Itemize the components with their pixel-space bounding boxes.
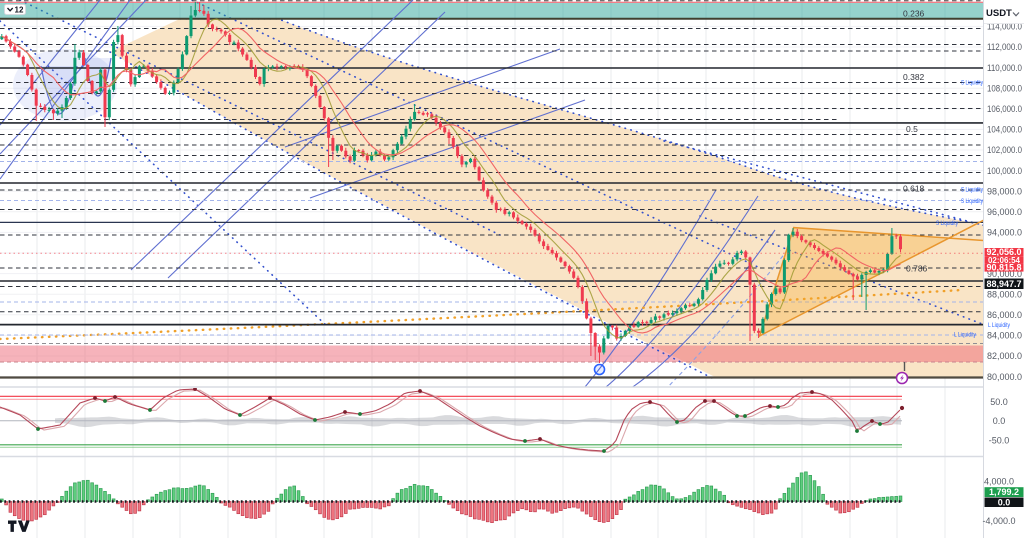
svg-text:0.618: 0.618 (903, 183, 925, 193)
svg-text:104,000.0: 104,000.0 (987, 125, 1022, 135)
svg-text:S Liquidity: S Liquidity (961, 188, 983, 194)
svg-text:96,000.0: 96,000.0 (987, 207, 1022, 217)
svg-text:88,947.7: 88,947.7 (986, 279, 1021, 289)
svg-text:88,000.0: 88,000.0 (987, 289, 1022, 299)
svg-text:102,000.0: 102,000.0 (987, 145, 1022, 155)
svg-text:0.236: 0.236 (903, 9, 925, 19)
svg-text:86,000.0: 86,000.0 (987, 310, 1022, 320)
svg-text:84,000.0: 84,000.0 (987, 331, 1022, 341)
svg-text:0.5: 0.5 (906, 124, 918, 134)
svg-text:12: 12 (15, 6, 24, 15)
svg-text:100,000.0: 100,000.0 (987, 166, 1022, 176)
svg-text:0.382: 0.382 (903, 72, 925, 82)
svg-text:106,000.0: 106,000.0 (987, 104, 1022, 114)
svg-text:4,000.0: 4,000.0 (984, 476, 1014, 486)
svg-text:98,000.0: 98,000.0 (987, 186, 1022, 196)
svg-text:112,000.0: 112,000.0 (987, 42, 1022, 52)
svg-text:94,000.0: 94,000.0 (987, 228, 1022, 238)
svg-text:-50.0: -50.0 (989, 435, 1010, 445)
svg-text:-4,000.0: -4,000.0 (982, 516, 1015, 526)
svg-text:82,000.0: 82,000.0 (987, 351, 1022, 361)
svg-text:L Liquidity: L Liquidity (988, 323, 1010, 329)
svg-text:50.0: 50.0 (990, 397, 1008, 407)
svg-text:80,000.0: 80,000.0 (987, 372, 1022, 382)
svg-text:0.786: 0.786 (906, 264, 928, 274)
svg-text:S Liquidity: S Liquidity (936, 221, 958, 227)
svg-text:0.0: 0.0 (998, 497, 1011, 507)
svg-text:1,799.2: 1,799.2 (989, 487, 1019, 497)
svg-text:S Liquidity: S Liquidity (961, 81, 983, 87)
svg-text:L Liquidity: L Liquidity (954, 333, 976, 339)
svg-text:0.0: 0.0 (993, 416, 1006, 426)
svg-text:USDT: USDT (986, 8, 1012, 19)
svg-text:110,000.0: 110,000.0 (987, 63, 1022, 73)
svg-text:S Liquidity: S Liquidity (961, 199, 983, 205)
svg-text:90,815.8: 90,815.8 (986, 263, 1021, 273)
svg-text:108,000.0: 108,000.0 (987, 83, 1022, 93)
